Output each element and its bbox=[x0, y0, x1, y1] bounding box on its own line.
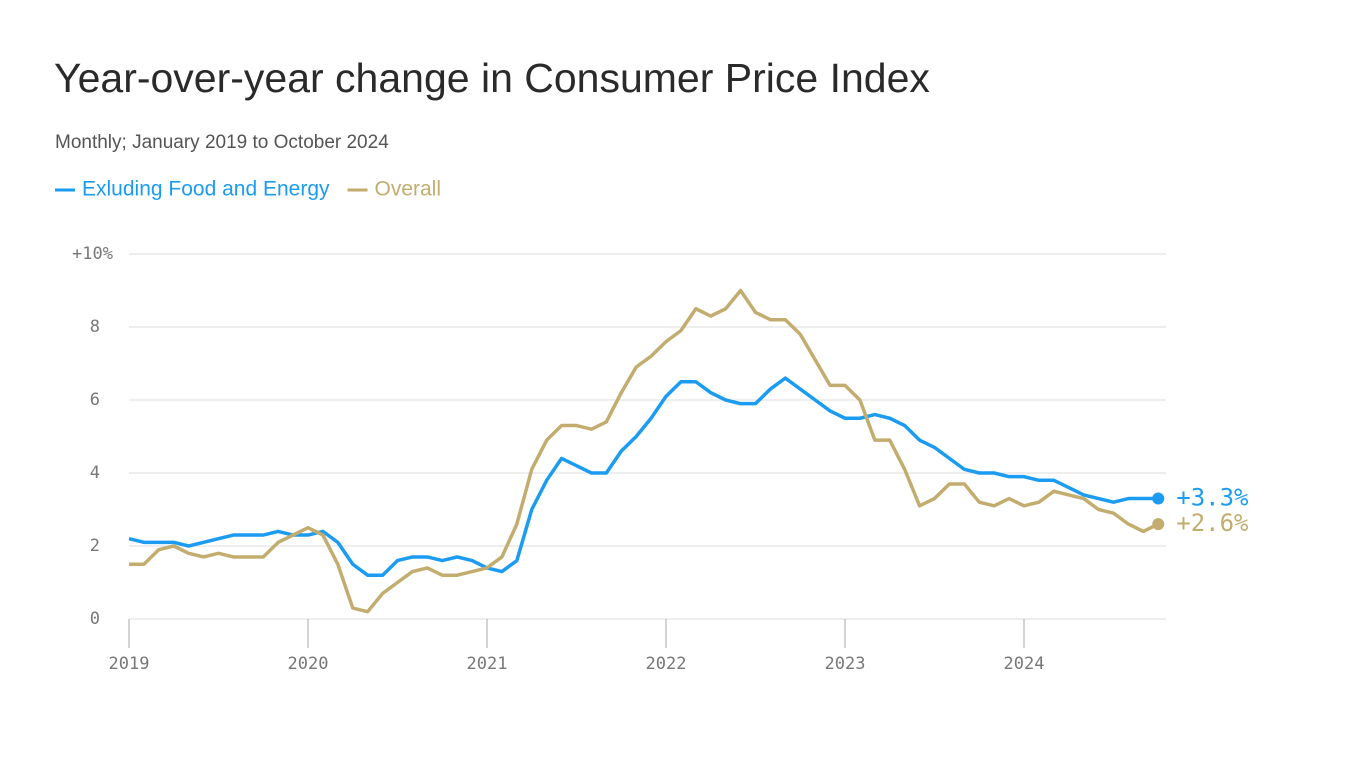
y-tick-label: 6 bbox=[90, 390, 100, 410]
x-tick-label: 2022 bbox=[646, 654, 687, 674]
chart-title: Year-over-year change in Consumer Price … bbox=[54, 55, 930, 101]
legend-label: Overall bbox=[375, 178, 442, 201]
x-tick-label: 2024 bbox=[1004, 654, 1045, 674]
x-tick-label: 2023 bbox=[825, 654, 866, 674]
end-point bbox=[1152, 492, 1165, 505]
x-tick-label: 2021 bbox=[467, 654, 508, 674]
legend-label: Exluding Food and Energy bbox=[82, 178, 330, 201]
y-tick-label: 4 bbox=[90, 463, 100, 483]
y-tick-label: 0 bbox=[90, 609, 100, 629]
y-tick-label: +10% bbox=[72, 244, 113, 264]
y-tick-label: 8 bbox=[90, 317, 100, 337]
y-tick-label: 2 bbox=[90, 536, 100, 556]
series-line bbox=[129, 288, 1160, 614]
value-label: +2.6% bbox=[1176, 509, 1249, 537]
value-label: +3.3% bbox=[1176, 484, 1249, 512]
x-tick-label: 2020 bbox=[288, 654, 329, 674]
end-point bbox=[1152, 518, 1165, 531]
series-line bbox=[128, 376, 1159, 577]
x-tick-label: 2019 bbox=[109, 654, 150, 674]
chart-subtitle: Monthly; January 2019 to October 2024 bbox=[55, 132, 389, 153]
